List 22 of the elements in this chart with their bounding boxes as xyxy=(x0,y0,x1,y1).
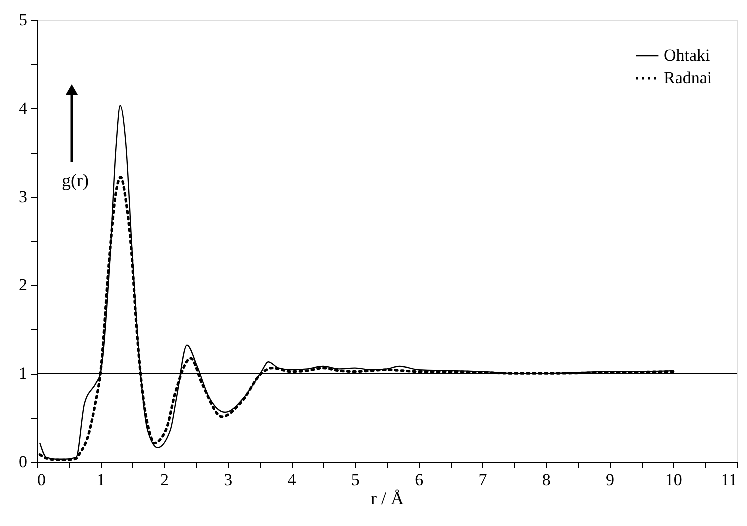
y-tick-label: 0 xyxy=(19,452,28,472)
legend-label: Ohtaki xyxy=(664,46,711,65)
y-tick-label: 1 xyxy=(19,364,28,384)
x-tick-label: 2 xyxy=(160,470,170,490)
x-tick-label: 4 xyxy=(288,470,297,490)
y-tick-label: 2 xyxy=(19,276,28,295)
x-tick-label: 8 xyxy=(542,470,551,490)
x-axis-title: r / Å xyxy=(371,488,404,508)
y-tick-label: 4 xyxy=(19,98,28,118)
y-tick-label: 3 xyxy=(19,187,28,206)
x-tick-label: 7 xyxy=(478,470,488,490)
x-tick-label: 3 xyxy=(224,470,233,490)
x-tick-label: 5 xyxy=(351,470,360,490)
x-tick-label: 1 xyxy=(96,470,106,490)
y-tick-label: 5 xyxy=(19,10,28,30)
x-tick-label: 9 xyxy=(606,470,614,490)
x-tick-label: 10 xyxy=(665,470,682,490)
x-tick-label: 6 xyxy=(415,470,424,490)
y-axis-title: g(r) xyxy=(62,170,89,190)
x-tick-label: 11 xyxy=(721,470,738,490)
legend-label: Radnai xyxy=(664,68,712,88)
x-tick-label: 0 xyxy=(38,470,46,490)
